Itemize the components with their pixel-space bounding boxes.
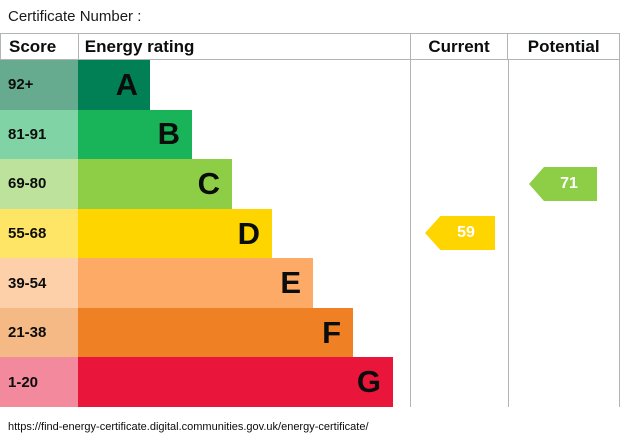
band-row-d: 55-68 D — [0, 208, 410, 259]
score-range-g: 1-20 — [0, 357, 78, 408]
band-row-f: 21-38 F — [0, 307, 410, 358]
chart-body: 92+ A 81-91 B 69-80 C 55-68 D 39-54 — [0, 60, 620, 408]
header-score: Score — [1, 34, 79, 59]
band-bar-c: C — [78, 159, 232, 209]
certificate-number-label: Certificate Number : — [8, 8, 142, 25]
header-energy-rating: Energy rating — [84, 36, 195, 56]
band-row-c: 69-80 C — [0, 159, 410, 209]
rating-bands: 92+ A 81-91 B 69-80 C 55-68 D 39-54 — [0, 60, 410, 408]
band-bar-f: F — [78, 307, 353, 358]
score-range-a: 92+ — [0, 60, 78, 110]
band-row-a: 92+ A — [0, 60, 410, 110]
header-current: Current — [409, 34, 508, 59]
current-column: 59 — [410, 60, 508, 407]
band-row-e: 39-54 E — [0, 258, 410, 308]
score-range-e: 39-54 — [0, 258, 78, 308]
score-range-c: 69-80 — [0, 159, 78, 209]
score-range-b: 81-91 — [0, 109, 78, 160]
band-bar-a: A — [78, 60, 150, 110]
band-bar-g: G — [78, 357, 393, 408]
chart-header: Score Energy rating Current Potential — [0, 33, 620, 60]
header-potential: Potential — [507, 34, 619, 59]
potential-rating-marker: 71 — [529, 167, 597, 201]
score-range-d: 55-68 — [0, 208, 78, 259]
band-row-b: 81-91 B — [0, 109, 410, 160]
current-rating-marker: 59 — [425, 216, 495, 250]
band-row-g: 1-20 G — [0, 357, 410, 408]
band-bar-b: B — [78, 109, 192, 160]
potential-column: 71 — [508, 60, 620, 407]
certificate-source-url: https://find-energy-certificate.digital.… — [8, 421, 369, 433]
band-bar-e: E — [78, 258, 313, 308]
score-range-f: 21-38 — [0, 307, 78, 358]
energy-rating-chart: Score Energy rating Current Potential 92… — [0, 33, 620, 408]
band-bar-d: D — [78, 208, 272, 259]
